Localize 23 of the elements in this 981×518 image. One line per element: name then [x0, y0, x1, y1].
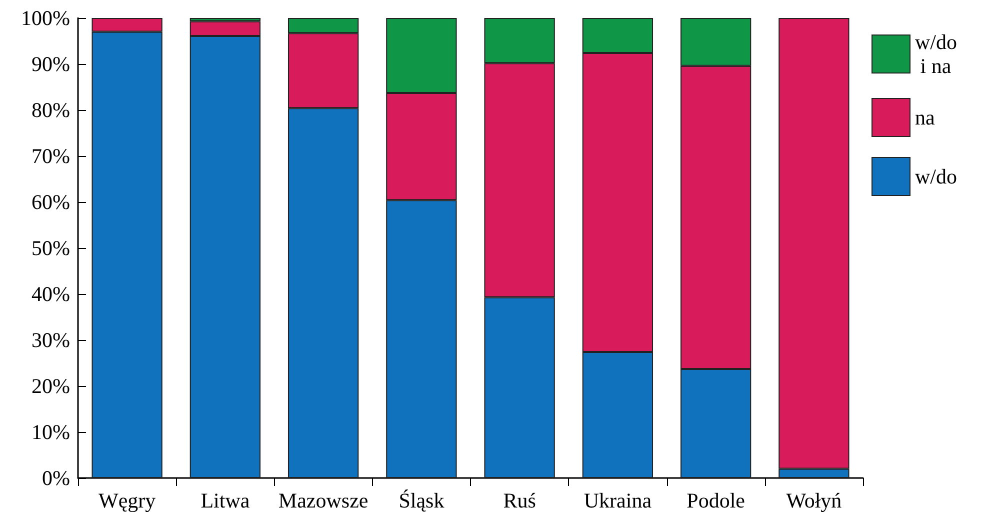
x-tick-label: Śląsk: [398, 488, 445, 512]
y-tick-label: 70%: [32, 144, 70, 168]
text: w/do: [915, 164, 957, 188]
y-tick-label: 10%: [32, 420, 70, 444]
y-tick-label: 80%: [32, 98, 70, 122]
text: i na: [920, 54, 952, 78]
y-tick-label: 20%: [32, 374, 70, 398]
x-tick-label: Wołyń: [786, 488, 842, 512]
y-tick-label: 90%: [32, 52, 70, 76]
x-tick-label: Litwa: [200, 488, 250, 512]
legend-label: w/do: [915, 30, 957, 54]
legend-label: na: [915, 106, 936, 130]
x-tick-label: Podole: [686, 488, 745, 512]
x-tick-label: Mazowsze: [278, 488, 368, 512]
x-tick-label: Ukraina: [584, 488, 652, 512]
y-tick-label: 0%: [42, 466, 70, 490]
y-tick-label: 60%: [32, 190, 70, 214]
y-tick-label: 30%: [32, 328, 70, 352]
y-tick-label: 50%: [32, 236, 70, 260]
y-tick-label: 40%: [32, 282, 70, 306]
x-tick-label: Ruś: [503, 488, 536, 512]
y-tick-label: 100%: [21, 6, 70, 30]
x-tick-label: Węgry: [98, 488, 156, 512]
